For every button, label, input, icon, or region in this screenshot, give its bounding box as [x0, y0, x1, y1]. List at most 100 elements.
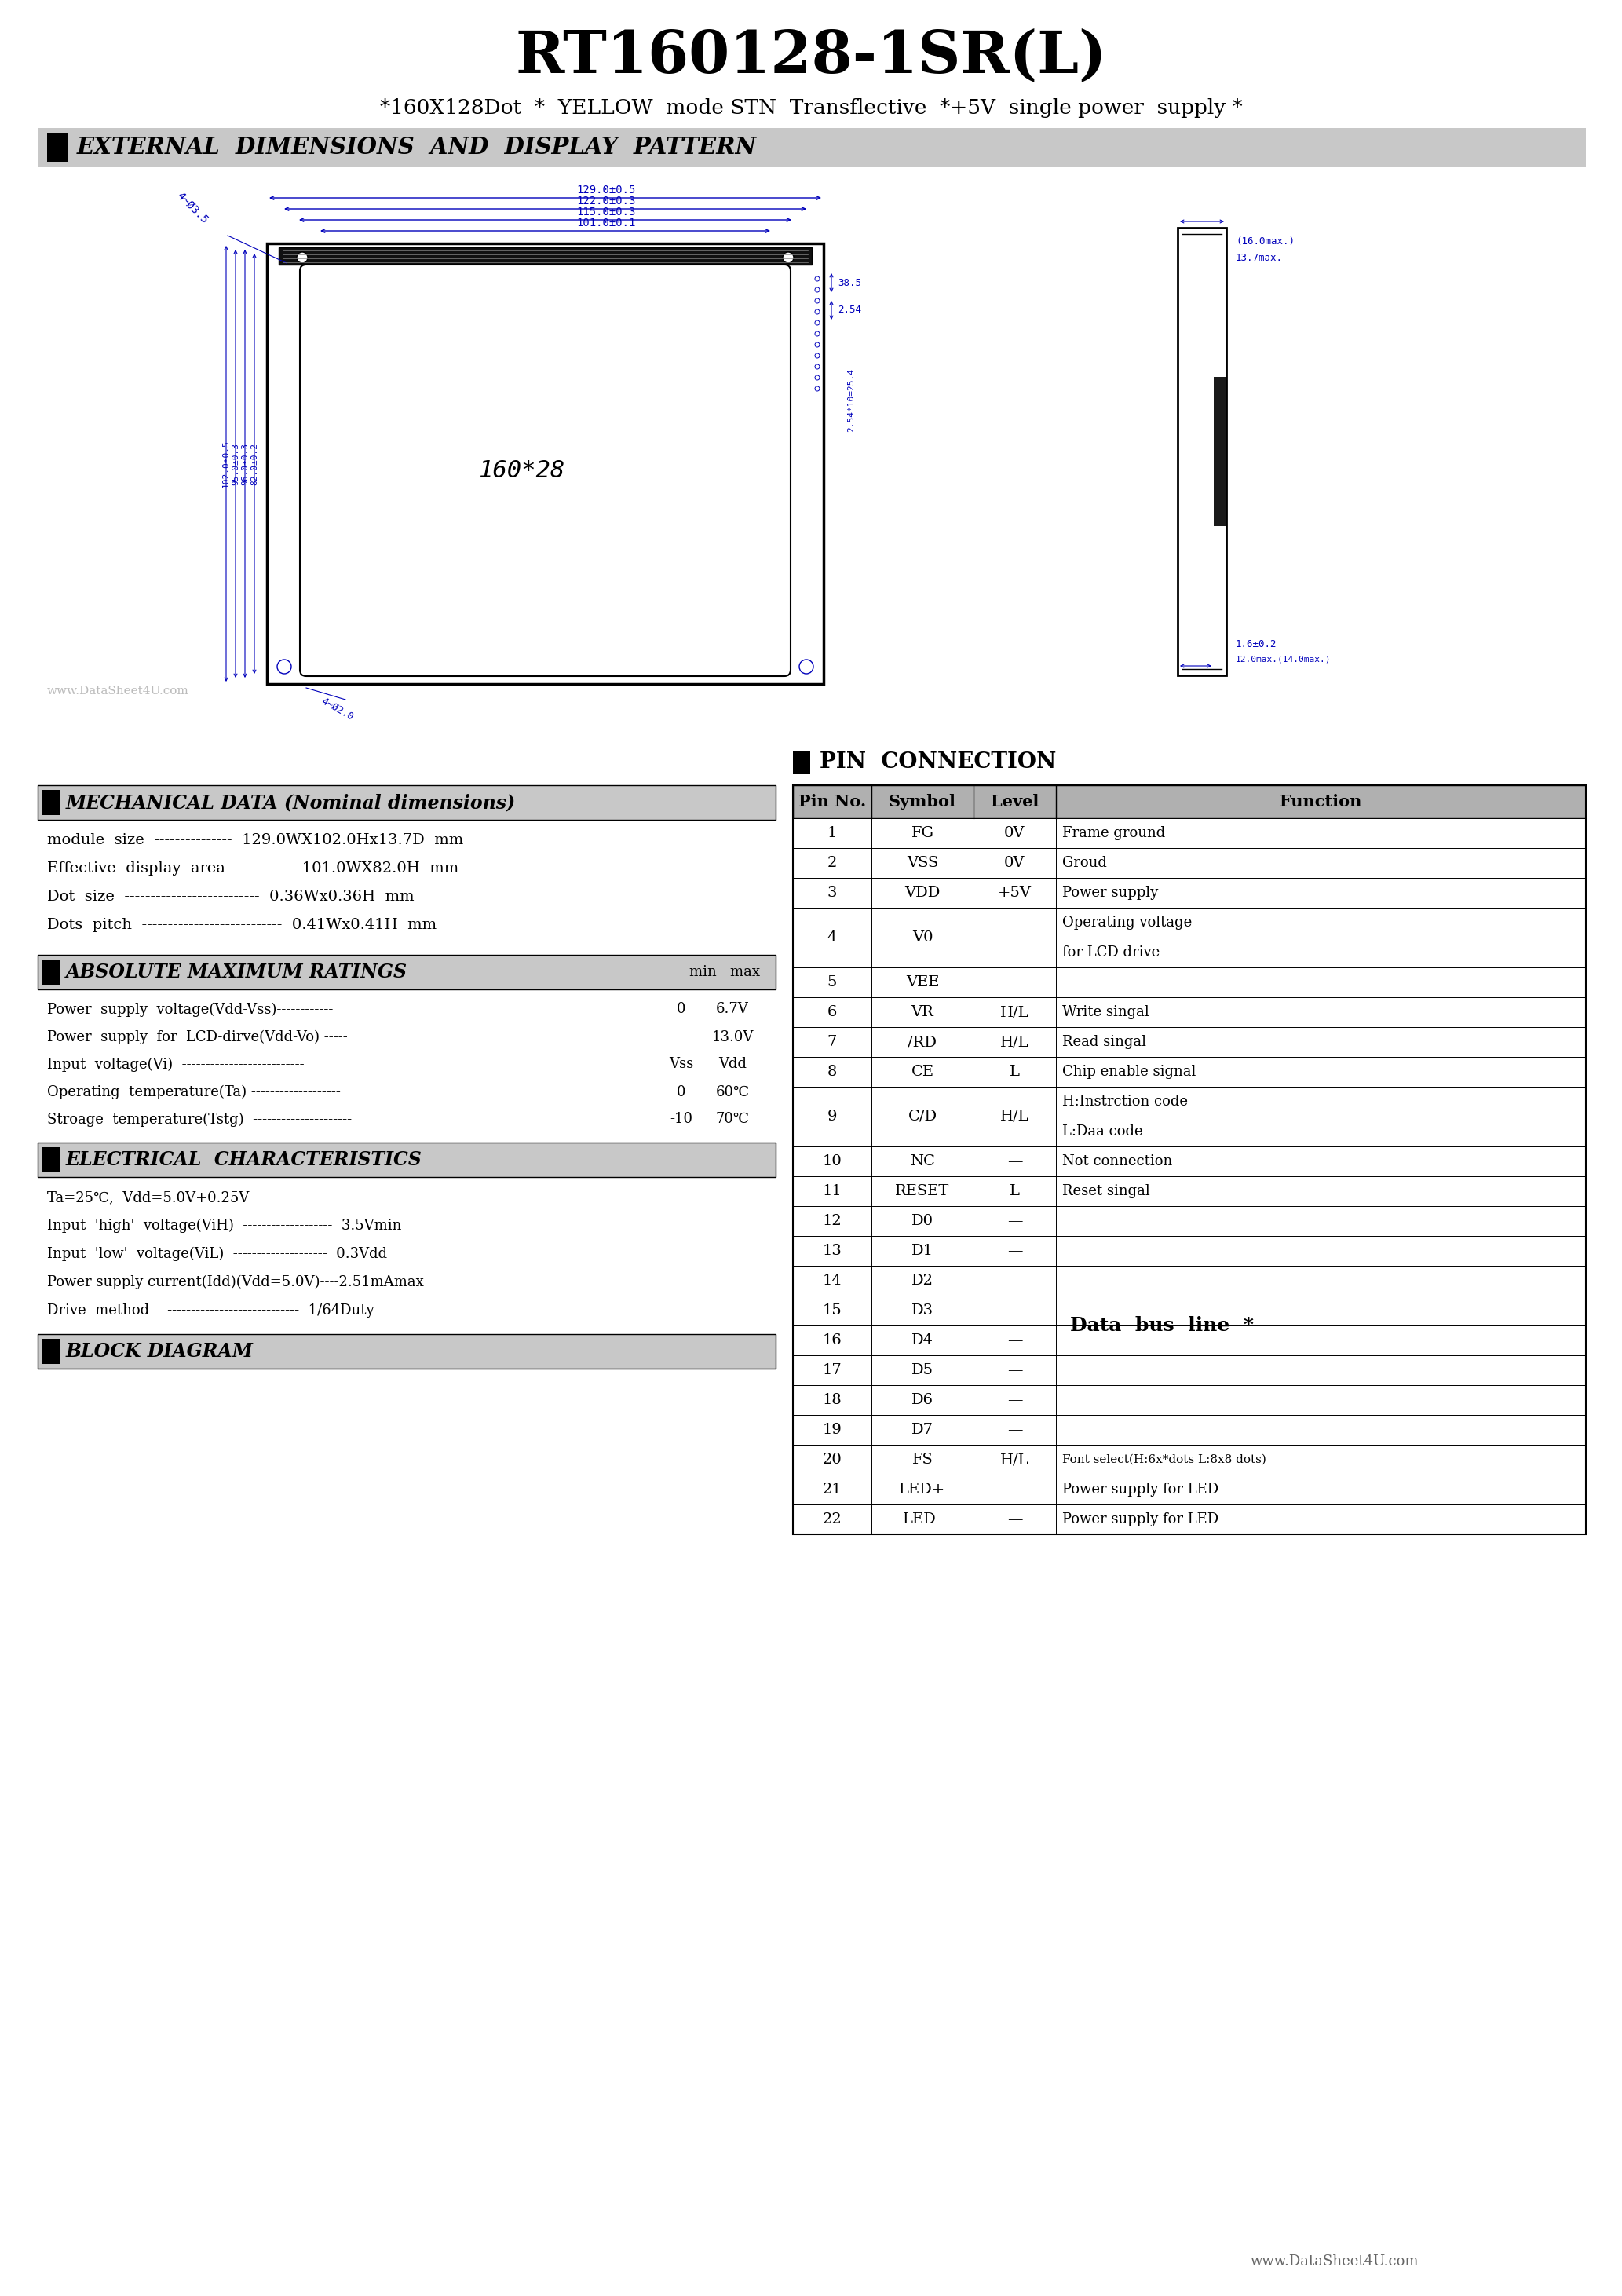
Text: Operating  temperature(Ta) -------------------: Operating temperature(Ta) --------------…: [47, 1084, 350, 1100]
Text: Power supply: Power supply: [1062, 886, 1158, 900]
Text: 17: 17: [822, 1364, 842, 1378]
Text: 9: 9: [827, 1109, 837, 1123]
Text: Input  'high'  voltage(ViH)  -------------------  3.5Vmin: Input 'high' voltage(ViH) --------------…: [47, 1219, 402, 1233]
Text: 11: 11: [822, 1185, 842, 1199]
Text: 122.0±0.3: 122.0±0.3: [577, 195, 636, 207]
Text: 8: 8: [827, 1065, 837, 1079]
Text: —: —: [1007, 1483, 1022, 1497]
Text: 6: 6: [827, 1006, 837, 1019]
Text: FG: FG: [912, 827, 934, 840]
Text: 4: 4: [827, 930, 837, 944]
Text: L:Daa code: L:Daa code: [1062, 1125, 1144, 1139]
Text: 2.54: 2.54: [837, 305, 861, 315]
Text: V0: V0: [912, 930, 933, 944]
Text: L: L: [1009, 1065, 1020, 1079]
Text: 2: 2: [827, 856, 837, 870]
Bar: [793, 967, 1586, 996]
Bar: [793, 785, 1586, 1534]
Bar: [42, 790, 60, 815]
Text: Input  voltage(Vi)  --------------------------: Input voltage(Vi) ----------------------…: [47, 1056, 313, 1072]
FancyBboxPatch shape: [300, 264, 790, 675]
Text: —: —: [1007, 1394, 1022, 1407]
Text: 14: 14: [822, 1274, 842, 1288]
Text: Reset singal: Reset singal: [1062, 1185, 1150, 1199]
Text: FS: FS: [912, 1453, 933, 1467]
Text: ELECTRICAL  CHARACTERISTICS: ELECTRICAL CHARACTERISTICS: [67, 1150, 422, 1169]
Bar: [793, 1176, 1586, 1205]
Text: Operating voltage: Operating voltage: [1062, 916, 1192, 930]
Text: 21: 21: [822, 1483, 842, 1497]
Text: VR: VR: [912, 1006, 934, 1019]
Bar: [37, 1334, 775, 1368]
Text: 13.0V: 13.0V: [712, 1031, 754, 1045]
Circle shape: [297, 253, 308, 264]
Bar: [1213, 377, 1226, 526]
Bar: [279, 248, 811, 264]
Text: Ta=25℃,  Vdd=5.0V+0.25V: Ta=25℃, Vdd=5.0V+0.25V: [47, 1189, 250, 1205]
Text: D4: D4: [912, 1334, 934, 1348]
Text: 60℃: 60℃: [715, 1084, 749, 1100]
Text: —: —: [1007, 1244, 1022, 1258]
Text: —: —: [1007, 1364, 1022, 1378]
Text: D6: D6: [912, 1394, 934, 1407]
Text: RESET: RESET: [895, 1185, 950, 1199]
Text: 13.7max.: 13.7max.: [1236, 253, 1283, 262]
Text: 10: 10: [822, 1155, 842, 1169]
Text: 4~Ø3.5: 4~Ø3.5: [175, 191, 211, 225]
Text: -10: -10: [670, 1111, 693, 1127]
Bar: [793, 1355, 1586, 1384]
Text: —: —: [1007, 1334, 1022, 1348]
Text: 13: 13: [822, 1244, 842, 1258]
Text: www.DataSheet4U.com: www.DataSheet4U.com: [47, 687, 190, 696]
Bar: [47, 133, 68, 161]
Text: 20: 20: [822, 1453, 842, 1467]
Text: 2.54*10=25.4: 2.54*10=25.4: [847, 370, 855, 432]
Text: 1: 1: [827, 827, 837, 840]
Text: D1: D1: [912, 1244, 934, 1258]
Text: *160X128Dot  *  YELLOW  mode STN  Transflective  *+5V  single power  supply *: *160X128Dot * YELLOW mode STN Transflect…: [380, 99, 1242, 117]
Text: Frame ground: Frame ground: [1062, 827, 1165, 840]
Text: Power supply current(Idd)(Vdd=5.0V)----2.51mAmax: Power supply current(Idd)(Vdd=5.0V)----2…: [47, 1274, 423, 1290]
Bar: [793, 1205, 1586, 1235]
Text: Vdd: Vdd: [719, 1056, 746, 1072]
Bar: [793, 996, 1586, 1026]
Text: for LCD drive: for LCD drive: [1062, 946, 1160, 960]
Bar: [793, 1444, 1586, 1474]
Text: Read singal: Read singal: [1062, 1035, 1147, 1049]
Text: Power supply for LED: Power supply for LED: [1062, 1513, 1218, 1527]
Text: 95.0±0.3: 95.0±0.3: [232, 443, 240, 484]
Text: 0: 0: [676, 1003, 686, 1017]
Bar: [793, 1384, 1586, 1414]
Text: 18: 18: [822, 1394, 842, 1407]
Text: 22: 22: [822, 1513, 842, 1527]
Text: Function: Function: [1280, 794, 1362, 810]
Text: 15: 15: [822, 1304, 842, 1318]
Text: module  size  ---------------  129.0WX102.0Hx13.7D  mm: module size --------------- 129.0WX102.0…: [47, 833, 464, 847]
Text: Not connection: Not connection: [1062, 1155, 1173, 1169]
Text: LED+: LED+: [899, 1483, 946, 1497]
Text: 96.0±0.3: 96.0±0.3: [242, 443, 248, 484]
Text: —: —: [1007, 1304, 1022, 1318]
Text: 101.0±0.1: 101.0±0.1: [577, 218, 636, 230]
Bar: [793, 1086, 1586, 1146]
Text: Font select(H:6x*dots L:8x8 dots): Font select(H:6x*dots L:8x8 dots): [1062, 1453, 1267, 1465]
Text: www.DataSheet4U.com: www.DataSheet4U.com: [1251, 2255, 1419, 2268]
Text: Dots  pitch  ---------------------------  0.41Wx0.41H  mm: Dots pitch --------------------------- 0…: [47, 918, 436, 932]
Text: 0V: 0V: [1004, 827, 1025, 840]
Text: PIN  CONNECTION: PIN CONNECTION: [819, 751, 1056, 774]
Text: 12.0max.(14.0max.): 12.0max.(14.0max.): [1236, 657, 1332, 664]
Text: 16: 16: [822, 1334, 842, 1348]
Bar: [793, 1295, 1586, 1325]
Bar: [42, 1339, 60, 1364]
Text: Symbol: Symbol: [889, 794, 957, 810]
Text: Drive  method    ----------------------------  1/64Duty: Drive method ---------------------------…: [47, 1304, 375, 1318]
Text: 19: 19: [822, 1424, 842, 1437]
Bar: [793, 1026, 1586, 1056]
Text: 7: 7: [827, 1035, 837, 1049]
Bar: [793, 1056, 1586, 1086]
Bar: [793, 751, 811, 774]
Circle shape: [783, 253, 793, 264]
Text: (16.0max.): (16.0max.): [1236, 236, 1294, 248]
Text: +5V: +5V: [998, 886, 1032, 900]
Circle shape: [800, 659, 813, 673]
